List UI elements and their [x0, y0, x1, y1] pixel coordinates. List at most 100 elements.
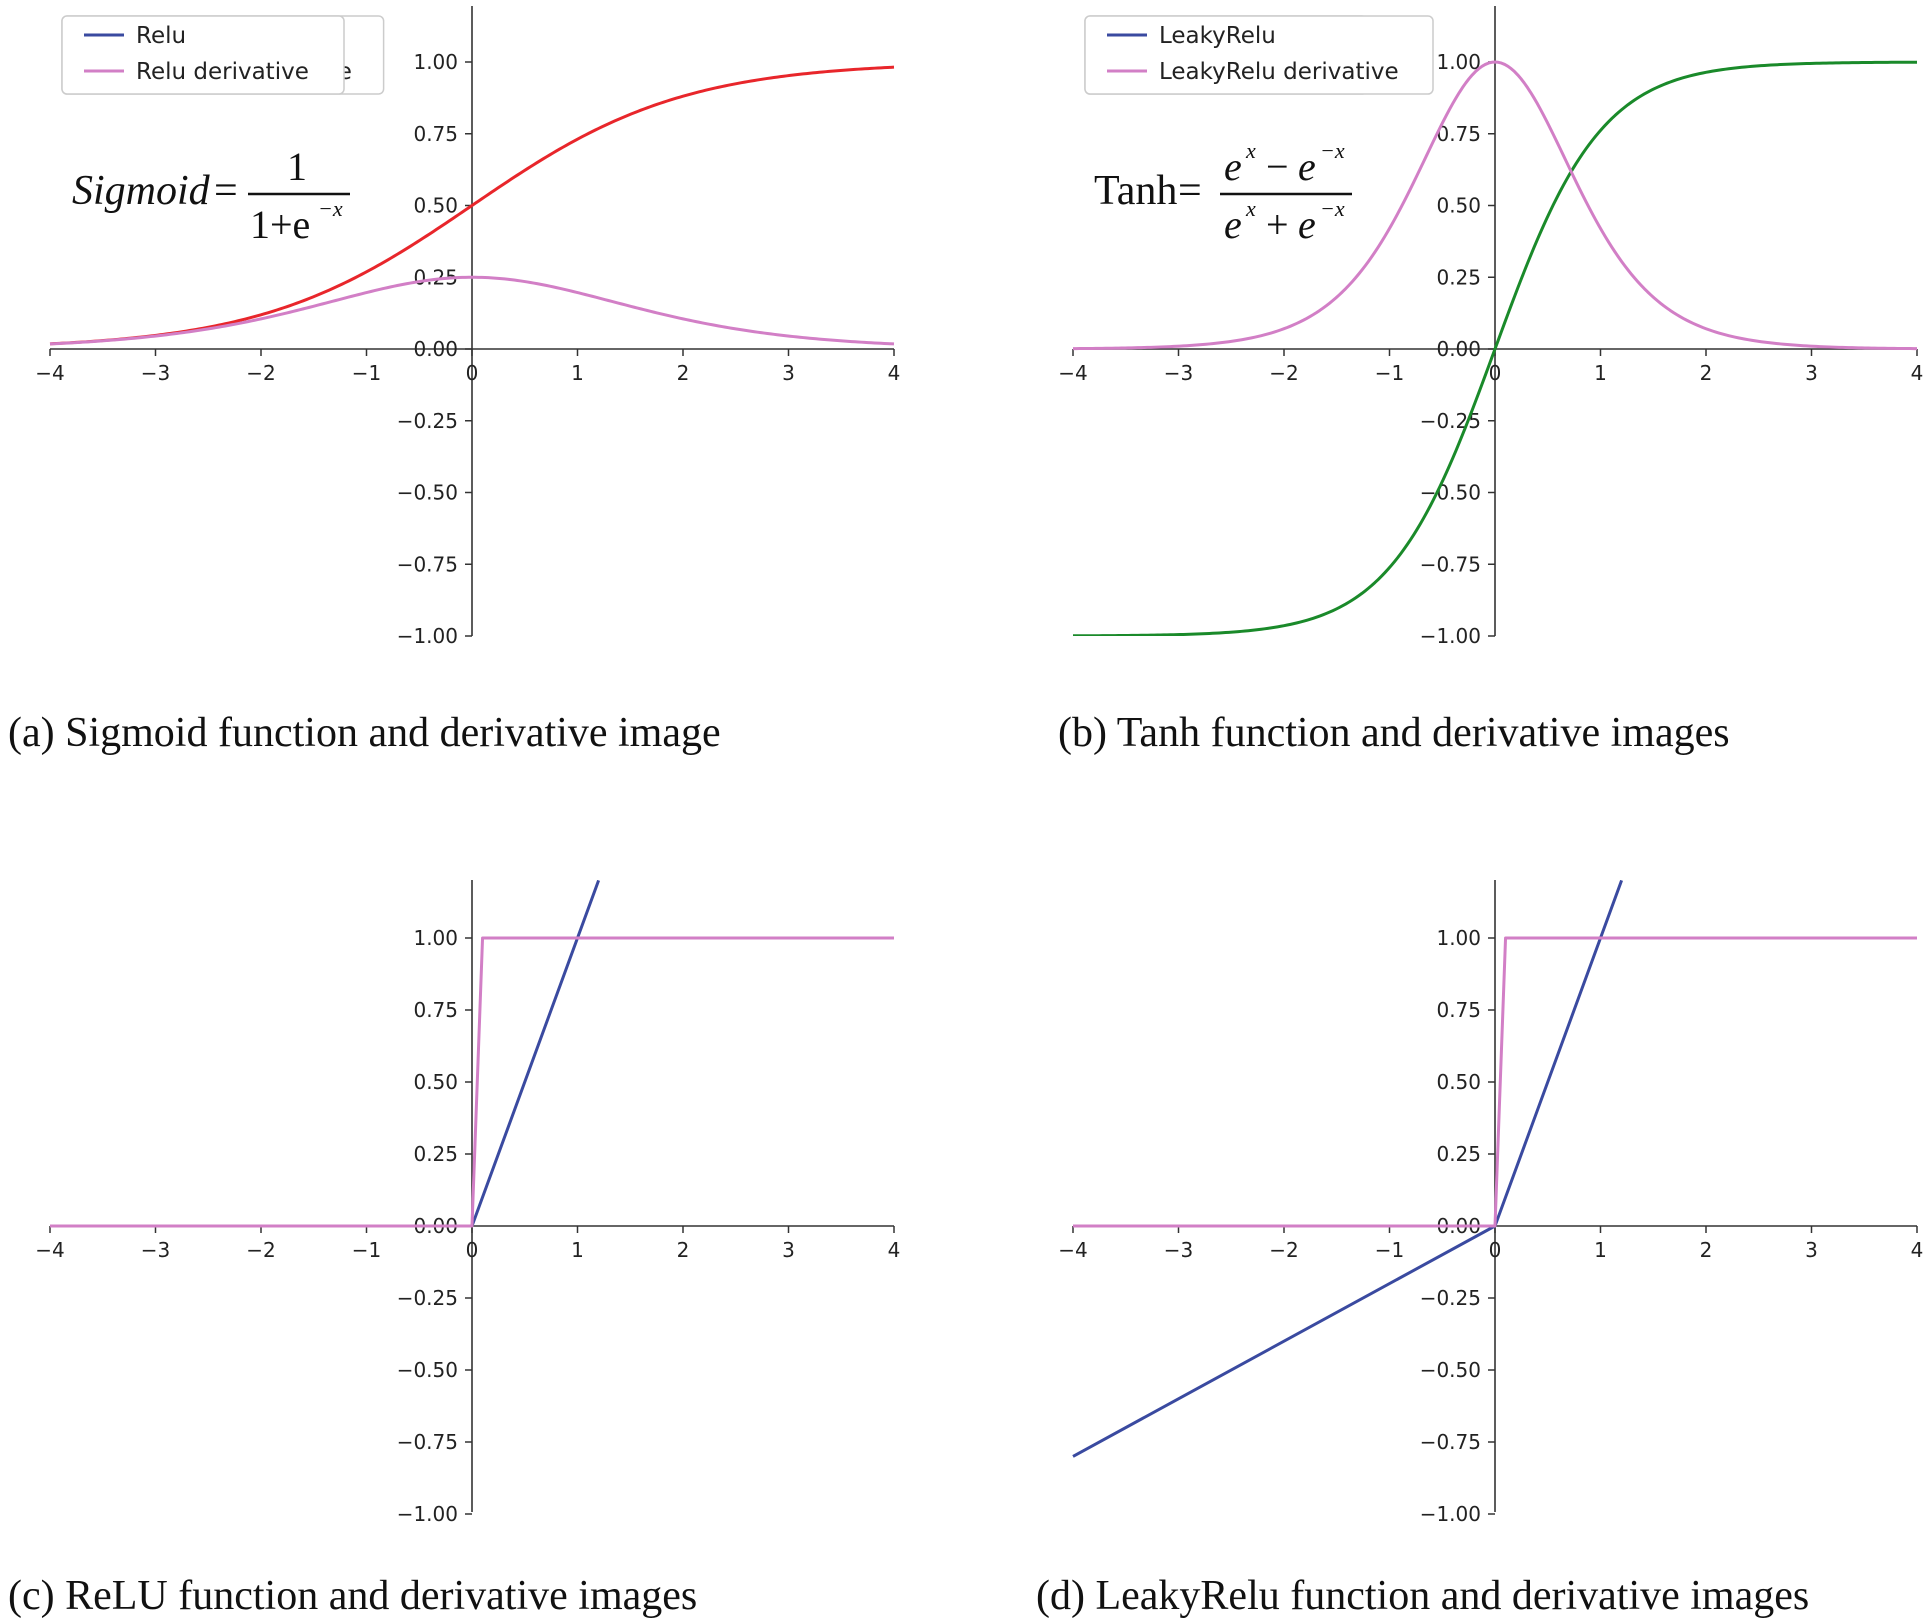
- x-tick-label: 4: [1911, 1238, 1924, 1262]
- x-tick-label: 2: [677, 361, 690, 385]
- y-tick-label: −1.00: [1420, 624, 1481, 648]
- formula-lhs: Tanh: [1094, 168, 1177, 214]
- y-tick-label: −0.50: [1420, 481, 1481, 505]
- y-tick-label: 0.50: [1436, 1070, 1481, 1094]
- x-tick-label: −1: [1375, 361, 1404, 385]
- series-line-leakyrelu-derivative: [1073, 936, 1917, 1228]
- formula-num-b-exponent: −x: [1320, 138, 1345, 163]
- x-tick-label: −2: [1269, 361, 1298, 385]
- x-tick-label: −3: [141, 1238, 170, 1262]
- x-tick-label: 3: [1805, 361, 1818, 385]
- x-tick-label: 3: [782, 1238, 795, 1262]
- x-tick-label: 4: [888, 361, 901, 385]
- x-tick-label: −4: [35, 361, 64, 385]
- y-tick-label: 1.00: [1436, 50, 1481, 74]
- x-tick-label: −3: [1164, 361, 1193, 385]
- formula-denominator-exponent: −x: [318, 196, 343, 221]
- x-tick-label: 0: [466, 361, 479, 385]
- x-tick-label: −4: [1058, 1238, 1087, 1262]
- x-tick-label: −4: [35, 1238, 64, 1262]
- panel-d-plot: −4 −3 −2 −1 0 1 2 3 41.000.750.500.250.00−0.25−0…: [1058, 15, 1924, 1526]
- formula-num-a-exponent: x: [1245, 138, 1256, 163]
- y-tick-label: −1.00: [397, 624, 458, 648]
- y-tick-label: 1.00: [413, 50, 458, 74]
- y-tick-label: −0.25: [397, 409, 458, 433]
- formula-den-a: e: [1224, 202, 1242, 247]
- y-tick-label: 0.75: [1436, 998, 1481, 1022]
- y-tick-label: 1.00: [1436, 926, 1481, 950]
- panel-b-formula: Tanh = e x − e −x e x + e −x: [1094, 138, 1352, 247]
- x-tick-label: −2: [246, 1238, 275, 1262]
- formula-numerator: 1: [287, 144, 307, 189]
- x-tick-label: 1: [1594, 361, 1607, 385]
- legend-box: [1084, 15, 1434, 95]
- y-tick-label: 0.75: [413, 998, 458, 1022]
- y-tick-label: −0.75: [1420, 552, 1481, 576]
- y-tick-label: 0.50: [413, 1070, 458, 1094]
- formula-num-a: e: [1224, 144, 1242, 189]
- panel-c-plot: −4 −3 −2 −1 0 1 2 3 4 1.00 0.75 0.50 0.25 0.00 −0.25 −0…: [35, 15, 901, 1526]
- panel-c-caption: (c) ReLU function and derivative images: [8, 1573, 697, 1619]
- y-tick-label: −0.25: [1420, 1286, 1481, 1310]
- legend-label: Relu derivative: [136, 59, 309, 85]
- panel-d: −4 −3 −2 −1 0 1 2 3 41.000.750.500.250.00−0.25−0…: [1036, 15, 1924, 1619]
- y-tick-label: −0.50: [397, 481, 458, 505]
- x-tick-label: 4: [1911, 361, 1924, 385]
- panel-a-caption: (a) Sigmoid function and derivative imag…: [8, 710, 721, 756]
- x-tick-label: −1: [352, 361, 381, 385]
- x-tick-label: 1: [571, 1238, 584, 1262]
- panel-d-caption: (d) LeakyRelu function and derivative im…: [1036, 1573, 1809, 1619]
- x-tick-label: −1: [1375, 1238, 1404, 1262]
- legend-label: LeakyRelu: [1159, 23, 1276, 49]
- x-tick-label: 1: [1594, 1238, 1607, 1262]
- formula-num-b: e: [1298, 144, 1316, 189]
- formula-denominator: 1+e: [250, 202, 310, 247]
- y-tick-label: 0.00: [1436, 337, 1481, 361]
- panel-b-caption: (b) Tanh function and derivative images: [1058, 710, 1730, 756]
- x-tick-label: −3: [141, 361, 170, 385]
- x-tick-label: 0: [1489, 1238, 1502, 1262]
- formula-equals: =: [214, 168, 238, 214]
- x-tick-label: −4: [1058, 361, 1087, 385]
- x-tick-label: −2: [246, 361, 275, 385]
- y-tick-label: 1.00: [413, 926, 458, 950]
- formula-lhs: Sigmoid: [72, 168, 211, 214]
- x-tick-label: −3: [1164, 1238, 1193, 1262]
- formula-den-b-exponent: −x: [1320, 196, 1345, 221]
- y-tick-label: −0.50: [1420, 1358, 1481, 1382]
- y-tick-label: 0.75: [1436, 122, 1481, 146]
- y-tick-label: 0.25: [1436, 265, 1481, 289]
- y-tick-label: 0.25: [1436, 1142, 1481, 1166]
- formula-den-op: +: [1266, 202, 1289, 247]
- x-tick-label: 4: [888, 1238, 901, 1262]
- x-tick-label: 2: [1700, 1238, 1713, 1262]
- legend: Relu Relu derivative: [61, 15, 345, 95]
- x-tick-label: 2: [677, 1238, 690, 1262]
- y-tick-label: −0.75: [397, 1430, 458, 1454]
- y-tick-label: 0.00: [413, 337, 458, 361]
- y-tick-label: −0.50: [397, 1358, 458, 1382]
- x-tick-label: 3: [782, 361, 795, 385]
- legend-box: [61, 15, 345, 95]
- formula-den-b: e: [1298, 202, 1316, 247]
- formula-den-a-exponent: x: [1245, 196, 1256, 221]
- series-line-sigmoid-derivative: [49, 275, 895, 346]
- x-tick-label: −1: [352, 1238, 381, 1262]
- x-tick-label: 0: [466, 1238, 479, 1262]
- panel-a-formula: Sigmoid = 1 1+e −x: [72, 144, 350, 247]
- y-tick-label: 0.25: [413, 1142, 458, 1166]
- y-tick-label: −0.75: [397, 552, 458, 576]
- formula-num-op: −: [1266, 144, 1289, 189]
- legend: LeakyRelu LeakyRelu derivative: [1084, 15, 1434, 95]
- y-tick-label: −0.25: [397, 1286, 458, 1310]
- formula-equals: =: [1178, 168, 1202, 214]
- series-line-tanh-derivative: [1072, 60, 1918, 351]
- y-tick-label: 0.50: [1436, 194, 1481, 218]
- x-tick-label: 0: [1489, 361, 1502, 385]
- x-tick-label: −2: [1269, 1238, 1298, 1262]
- series-line-tanh: [1072, 60, 1918, 636]
- y-tick-label: −0.75: [1420, 1430, 1481, 1454]
- x-tick-label: 1: [571, 361, 584, 385]
- x-tick-label: 3: [1805, 1238, 1818, 1262]
